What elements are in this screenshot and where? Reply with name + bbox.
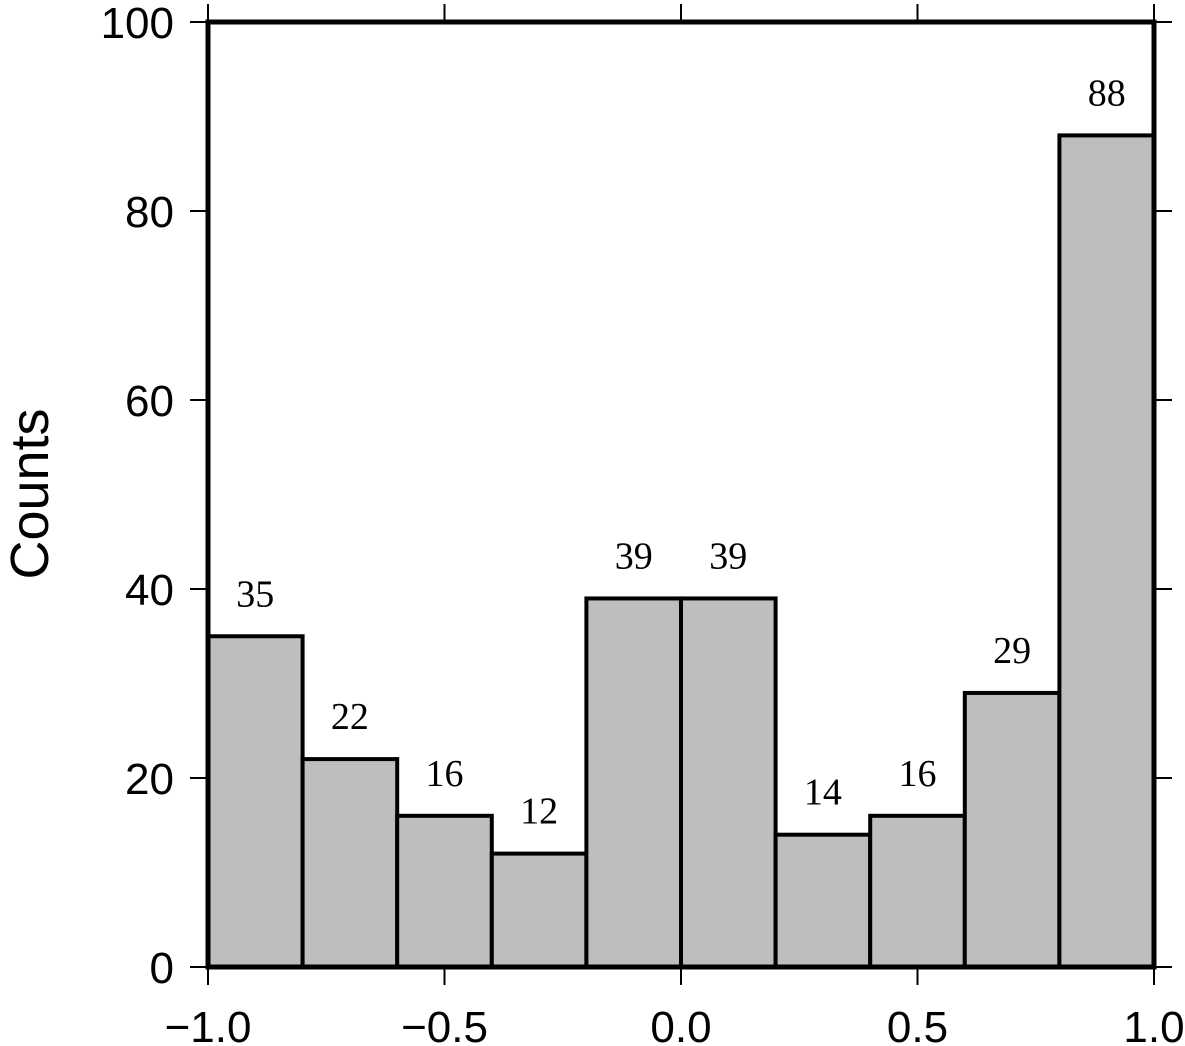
bar-value-label: 16 [899, 753, 937, 795]
bar-value-label: 14 [804, 772, 842, 814]
x-tick-label: 1.0 [1123, 1003, 1184, 1046]
bar-value-label: 16 [426, 753, 464, 795]
bar-value-label: 88 [1088, 72, 1126, 114]
x-tick-label: 0.0 [650, 1003, 711, 1046]
bar [300, 757, 400, 969]
bar [584, 596, 684, 969]
bar-value-label: 12 [520, 791, 558, 833]
y-tick-label: 100 [101, 0, 174, 48]
x-tick-label: −0.5 [401, 1003, 488, 1046]
y-tick-label: 40 [125, 566, 174, 615]
y-tick-label: 60 [125, 377, 174, 426]
y-tick-label: 0 [150, 944, 174, 993]
bar [395, 813, 494, 969]
bars-group [206, 133, 1157, 970]
bar-value-label: 29 [993, 630, 1031, 672]
ticks-group [190, 4, 1172, 985]
x-tick-label: 0.5 [887, 1003, 948, 1046]
bar [1057, 133, 1157, 969]
tick-labels-group: −1.0 −0.5 0.0 0.5 1.0 0 20 40 60 80 100 [101, 0, 1185, 1046]
bar [773, 832, 873, 970]
y-tick-label: 20 [125, 755, 174, 804]
y-axis-label: Counts [0, 408, 60, 579]
bar [962, 690, 1062, 969]
bar-value-label: 39 [709, 535, 747, 577]
bar [868, 813, 967, 969]
x-tick-label: −1.0 [165, 1003, 252, 1046]
bar [679, 596, 778, 969]
y-tick-label: 80 [125, 188, 174, 237]
bar [489, 851, 589, 969]
bar-value-label: 22 [331, 696, 369, 738]
bar-value-label: 39 [615, 535, 653, 577]
bar-value-label: 35 [236, 573, 274, 615]
bar [206, 634, 305, 969]
bar-labels-group: 35 22 16 12 39 39 14 16 29 88 [236, 72, 1125, 832]
